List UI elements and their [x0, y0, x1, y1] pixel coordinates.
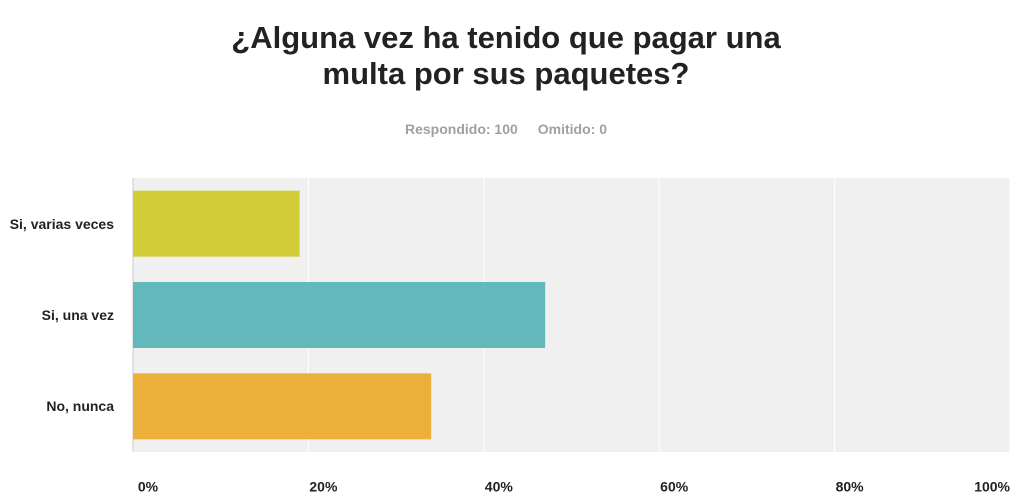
x-tick-label: 80% — [836, 479, 865, 495]
chart-title: ¿Alguna vez ha tenido que pagar una mult… — [231, 20, 781, 91]
subtitle-item: Omitido: 0 — [537, 121, 608, 137]
bar — [133, 190, 300, 257]
x-tick-label: 0% — [138, 479, 159, 495]
y-tick-label: Si, varias veces — [9, 215, 114, 232]
x-tick-label: 100% — [974, 479, 1010, 495]
bar — [133, 282, 546, 348]
subtitle: Respondido: 100 Omitido: 0 — [0, 121, 1012, 137]
x-tick-label: 20% — [309, 479, 338, 495]
y-tick-label: No, nunca — [46, 398, 114, 415]
bar — [133, 373, 432, 440]
x-tick-label: 60% — [660, 479, 689, 495]
subtitle-item: Respondido: 100 — [404, 121, 518, 137]
x-tick-label: 40% — [485, 479, 514, 495]
y-tick-label: Si, una vez — [41, 307, 114, 323]
